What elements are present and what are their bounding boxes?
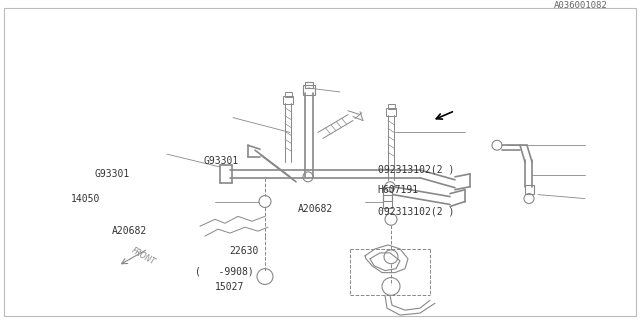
Text: (   -9908): ( -9908) xyxy=(195,267,254,277)
Text: A20682: A20682 xyxy=(298,204,333,214)
Text: G93301: G93301 xyxy=(95,169,130,179)
Bar xyxy=(303,85,315,95)
Bar xyxy=(283,96,293,104)
Text: FRONT: FRONT xyxy=(129,246,157,267)
Bar xyxy=(383,187,392,201)
Text: G93301: G93301 xyxy=(204,156,239,166)
Text: 22630: 22630 xyxy=(229,246,259,256)
Text: H607191: H607191 xyxy=(378,185,419,195)
Bar xyxy=(285,92,291,97)
Text: 15027: 15027 xyxy=(214,282,244,292)
Text: A20682: A20682 xyxy=(112,226,147,236)
Text: A036001082: A036001082 xyxy=(554,1,608,10)
Bar xyxy=(525,185,534,194)
Bar xyxy=(305,82,313,88)
Bar xyxy=(387,104,394,109)
Bar xyxy=(386,108,396,116)
Text: 092313102(2 ): 092313102(2 ) xyxy=(378,165,454,175)
Text: 14050: 14050 xyxy=(70,194,100,204)
Bar xyxy=(383,195,392,208)
Text: 092313102(2 ): 092313102(2 ) xyxy=(378,206,454,216)
